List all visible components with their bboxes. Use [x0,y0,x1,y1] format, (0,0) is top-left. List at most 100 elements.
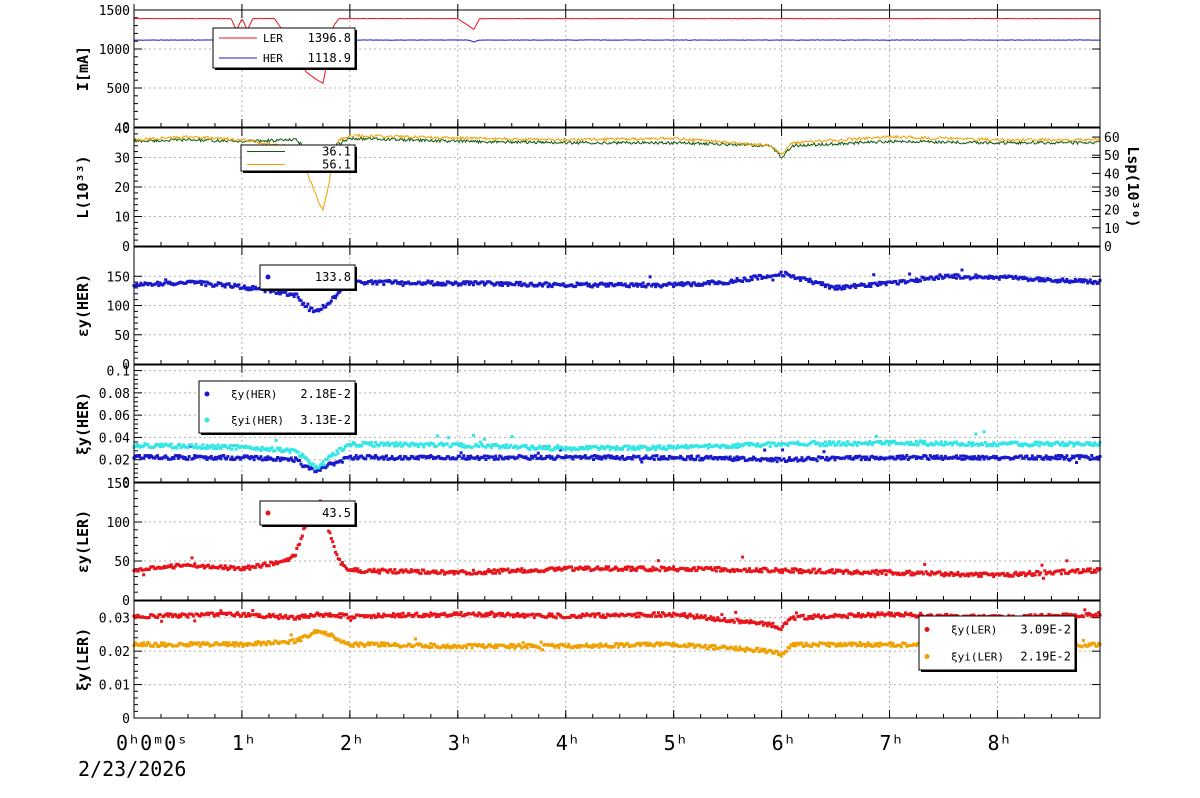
data-point [375,455,379,459]
data-point [266,447,270,451]
data-point [405,614,409,618]
data-point [234,447,238,451]
data-point [512,643,515,647]
data-point [825,455,829,459]
data-point [683,445,687,449]
data-point [1083,443,1087,447]
data-point [950,274,954,278]
data-point [643,456,647,460]
data-point [938,456,942,460]
data-point [1057,441,1061,445]
data-point [851,572,855,575]
data-point [888,613,892,617]
data-point [433,643,437,647]
data-point [637,641,641,645]
data-point [432,569,435,573]
data-point [921,442,925,446]
y-tick-label: 100 [107,300,130,315]
time-tick-label: 0ʰ0ᵐ0ˢ [116,731,188,755]
data-point [494,282,498,286]
data-point [899,457,903,461]
data-point [255,643,259,646]
data-point [241,565,245,569]
data-point [970,455,974,459]
data-point [427,455,431,459]
data-point [1073,454,1077,458]
data-point [289,555,293,559]
data-point [928,573,932,577]
data-point [626,642,630,646]
data-point [244,642,248,646]
data-point [683,612,687,616]
legend-swatch [265,510,271,516]
data-point [872,273,876,277]
data-point [600,457,604,461]
data-point [336,615,340,619]
date-label: 2/23/2026 [78,757,186,781]
data-point [576,644,580,647]
data-point [873,571,877,575]
data-point [222,641,226,645]
data-point [374,279,377,283]
legend: 43.5 [259,500,357,527]
data-point [408,643,412,646]
data-point [794,456,798,460]
data-point [552,567,555,571]
data-point [320,307,324,311]
data-point [321,459,325,463]
data-point [487,568,491,572]
data-point [197,641,201,645]
data-point [267,612,271,616]
data-point [1048,570,1052,574]
data-point [596,284,600,288]
data-point [277,289,281,293]
data-point [554,456,558,460]
data-point [557,455,561,459]
data-point [552,448,555,452]
data-point [345,612,348,616]
data-point [229,611,233,615]
data-point [430,455,434,459]
data-point [781,570,785,574]
data-point [897,282,900,286]
data-point [495,646,499,649]
data-point [171,615,175,619]
data-point [368,643,372,647]
data-point [294,640,297,644]
data-point [367,441,371,445]
data-point [1061,277,1065,281]
data-point [448,646,452,650]
data-point [321,303,325,307]
data-point [738,621,742,625]
data-point [992,575,996,579]
data-point [378,571,382,575]
data-point [869,285,873,288]
data-point [894,457,898,461]
legend-series-name: LER [263,32,283,45]
data-point [684,443,688,447]
data-point [607,284,611,288]
data-point [604,284,608,288]
data-point [968,441,972,445]
data-point [732,647,736,651]
data-point [661,447,664,451]
data-point [1062,457,1066,461]
data-point [1061,455,1065,459]
data-point [1018,571,1022,575]
data-point [1047,455,1051,459]
data-point [136,569,140,573]
data-point [630,282,634,286]
data-point [1062,568,1066,572]
data-point [161,283,165,287]
data-point [284,290,288,294]
data-point [792,615,796,619]
data-point [692,566,696,570]
data-point [477,445,481,448]
data-point [661,457,664,461]
data-point [454,612,457,616]
legend-series-name: ξy(HER) [231,388,277,401]
data-point [391,612,395,616]
data-point [916,443,920,447]
data-point [1088,643,1092,647]
legend-box [259,500,356,526]
